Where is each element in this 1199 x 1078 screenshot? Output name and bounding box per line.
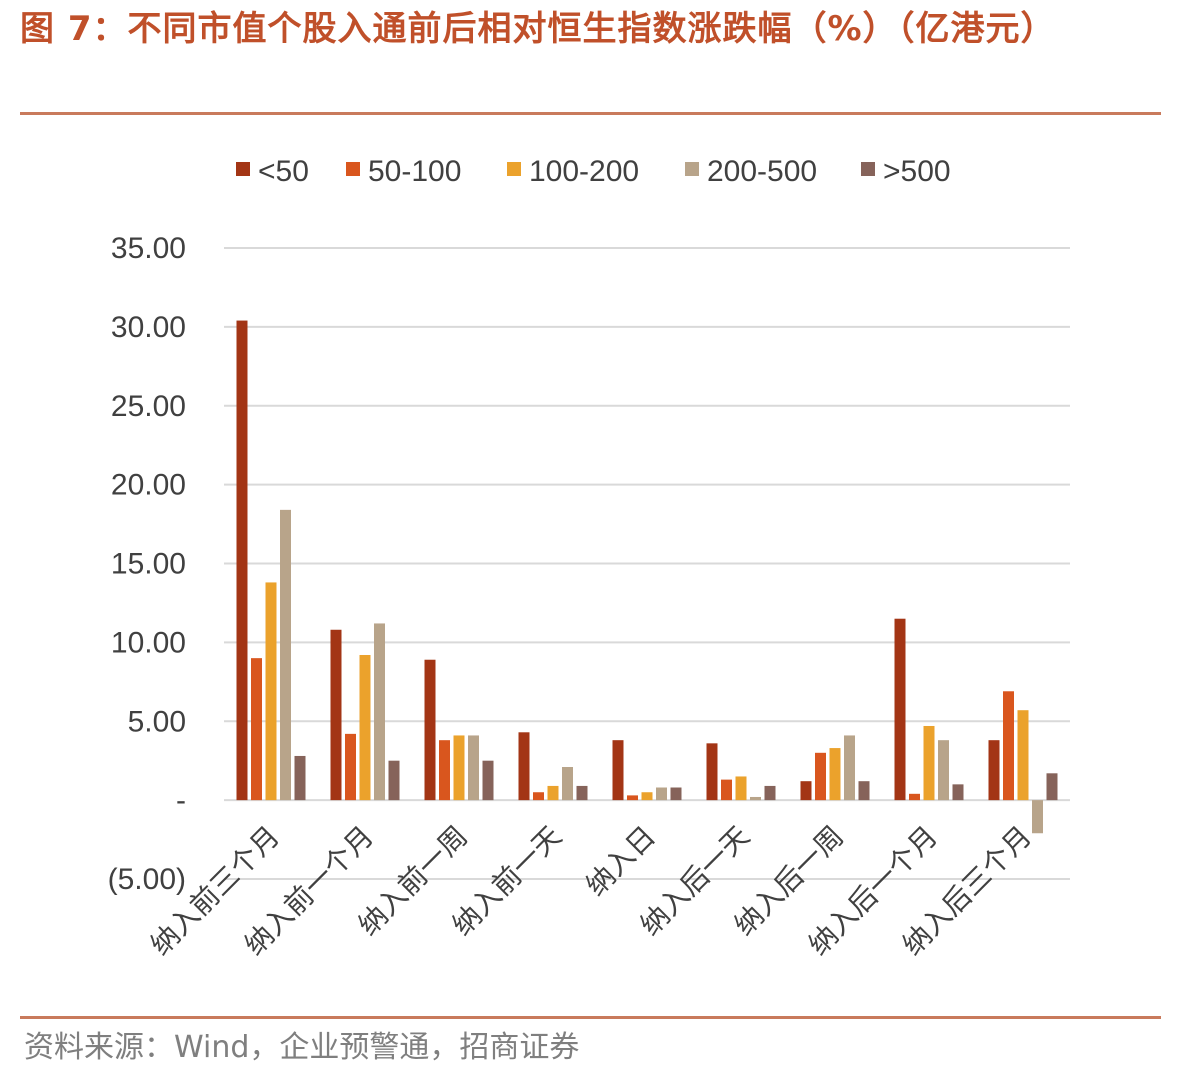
bar xyxy=(294,755,306,801)
bar xyxy=(641,792,653,801)
bar xyxy=(721,779,732,801)
bar xyxy=(627,795,638,801)
bar xyxy=(706,743,718,801)
legend-label: 100-200 xyxy=(529,155,639,188)
bar xyxy=(656,787,667,801)
legend-swatch xyxy=(685,162,699,176)
bar xyxy=(829,748,841,801)
y-tick-label: 35.00 xyxy=(111,232,186,265)
bar xyxy=(800,781,812,801)
bar xyxy=(359,654,371,801)
legend-label: >500 xyxy=(883,155,951,188)
legend-label: 50-100 xyxy=(368,155,461,188)
bar xyxy=(1003,691,1014,801)
legend-swatch xyxy=(861,162,875,176)
bar xyxy=(424,659,436,801)
title-divider xyxy=(20,112,1161,115)
y-tick-label: 30.00 xyxy=(111,311,186,344)
bar xyxy=(735,776,747,801)
bar xyxy=(612,740,624,801)
bar xyxy=(815,752,826,801)
legend-label: <50 xyxy=(258,155,309,188)
bar xyxy=(670,787,682,801)
bar-chart: <50 50-100 100-200 200-500 >500 (5.00) - 5.00 1… xyxy=(108,155,1070,962)
legend-swatch xyxy=(236,162,250,176)
bar xyxy=(750,796,761,801)
bar xyxy=(482,760,494,801)
bar xyxy=(562,766,573,801)
bar xyxy=(988,740,1000,801)
bar xyxy=(265,582,277,801)
bar xyxy=(952,784,964,801)
y-tick-label: 10.00 xyxy=(111,626,186,659)
bar xyxy=(453,735,465,801)
footer-divider xyxy=(20,1016,1161,1019)
y-tick-label: - xyxy=(176,784,186,817)
bar xyxy=(1017,710,1029,801)
source-note: 资料来源：Wind，企业预警通，招商证券 xyxy=(24,1030,580,1065)
bar xyxy=(858,781,870,801)
legend-label: 200-500 xyxy=(707,155,817,188)
bar xyxy=(1032,800,1043,834)
bar xyxy=(576,785,588,801)
y-axis: (5.00) - 5.00 10.00 15.00 20.00 25.00 30.00 35.0… xyxy=(108,232,186,896)
legend: <50 50-100 100-200 200-500 >500 xyxy=(236,155,951,188)
bar xyxy=(764,785,776,801)
chart-title: 图 7：不同市值个股入通前后相对恒生指数涨跌幅（%）（亿港元） xyxy=(20,9,1056,49)
bar xyxy=(1046,773,1058,801)
bar xyxy=(518,732,530,801)
bar xyxy=(844,735,855,801)
y-tick-label: (5.00) xyxy=(108,863,186,896)
bar xyxy=(251,658,262,801)
y-tick-label: 20.00 xyxy=(111,469,186,502)
bar xyxy=(909,793,920,801)
bar xyxy=(547,785,559,801)
bar xyxy=(236,320,248,801)
bar xyxy=(468,735,479,801)
bar xyxy=(280,509,291,801)
x-tick-label: 纳入日 xyxy=(579,820,662,903)
y-tick-label: 25.00 xyxy=(111,390,186,423)
y-tick-label: 5.00 xyxy=(128,705,186,738)
bar xyxy=(533,792,544,801)
legend-swatch xyxy=(507,162,521,176)
legend-swatch xyxy=(346,162,360,176)
bar xyxy=(388,760,400,801)
bar xyxy=(374,623,385,801)
bar xyxy=(439,740,450,801)
bar xyxy=(938,740,949,801)
bars xyxy=(236,320,1058,834)
bar xyxy=(894,618,906,801)
bar xyxy=(923,725,935,801)
y-tick-label: 15.00 xyxy=(111,548,186,581)
bar xyxy=(345,733,356,801)
bar xyxy=(330,629,342,801)
